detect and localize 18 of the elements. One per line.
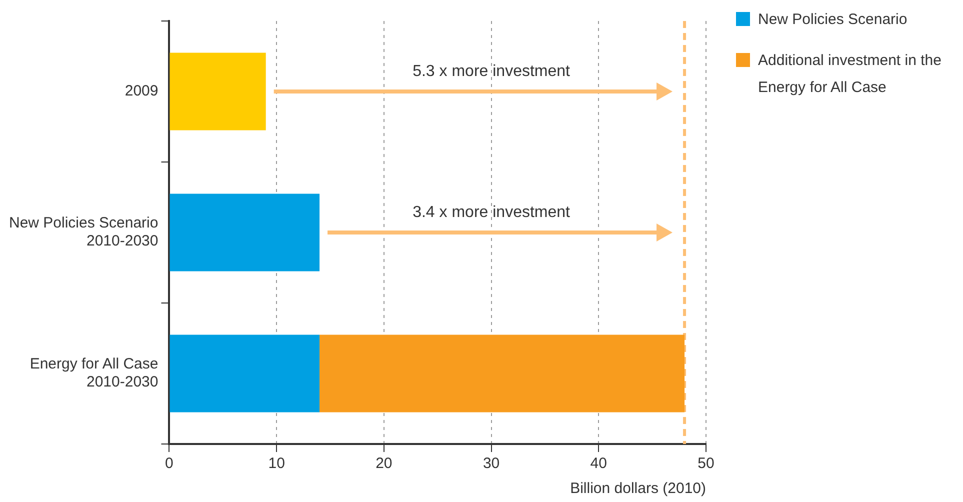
x-tick-label: 40 (590, 455, 607, 472)
x-tick-label: 20 (376, 455, 392, 472)
x-tick-label: 0 (165, 455, 174, 472)
annotation: 5.3 x more investment (412, 62, 571, 80)
legend-label: Additional investment in the Energy for All Case (758, 51, 942, 98)
x-axis-title: Billion dollars (2010) (570, 480, 706, 498)
bar (320, 334, 685, 412)
y-tick-label: New Policies Scenario 2010-2030 (8, 214, 158, 250)
x-tick-label: 50 (698, 455, 714, 472)
bar (170, 334, 320, 412)
y-tick-label: 2009 (124, 82, 158, 100)
x-tick-label: 30 (482, 455, 500, 472)
bar (170, 52, 266, 130)
legend-label: New Policies Scenario (758, 10, 908, 30)
bar (170, 194, 320, 272)
y-tick-label: Energy for All Case 2010-2030 (30, 356, 158, 391)
x-tick-label: 10 (268, 455, 285, 472)
annotation: 3.4 x more investment (412, 204, 571, 221)
